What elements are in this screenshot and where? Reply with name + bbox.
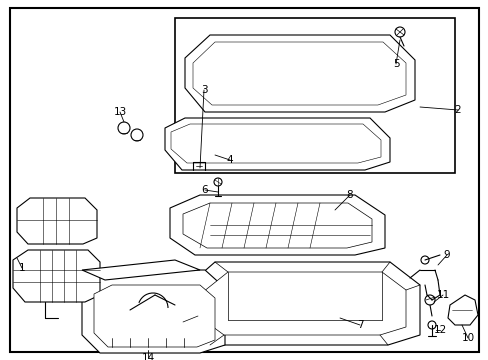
Polygon shape [183,262,419,345]
Text: 8: 8 [346,190,353,200]
Text: 11: 11 [435,290,448,300]
Polygon shape [198,272,405,335]
Text: 4: 4 [226,155,233,165]
Text: 12: 12 [432,325,446,335]
Polygon shape [164,118,389,170]
Polygon shape [94,285,215,347]
Polygon shape [170,195,384,255]
Text: 9: 9 [443,250,449,260]
Polygon shape [184,35,414,112]
Text: 6: 6 [201,185,208,195]
Text: 7: 7 [356,320,363,330]
Polygon shape [82,260,200,280]
Text: 3: 3 [200,85,207,95]
Polygon shape [193,42,405,105]
Text: 1: 1 [19,263,25,273]
Polygon shape [17,198,97,244]
Text: 10: 10 [461,333,473,343]
Text: 13: 13 [113,107,126,117]
Text: 14: 14 [141,353,154,360]
Polygon shape [183,203,371,248]
Text: 5: 5 [392,59,399,69]
Polygon shape [82,270,224,353]
Bar [175,18,454,173]
Polygon shape [171,124,380,163]
Text: 2: 2 [454,105,460,115]
Polygon shape [13,250,100,302]
Polygon shape [447,295,477,325]
